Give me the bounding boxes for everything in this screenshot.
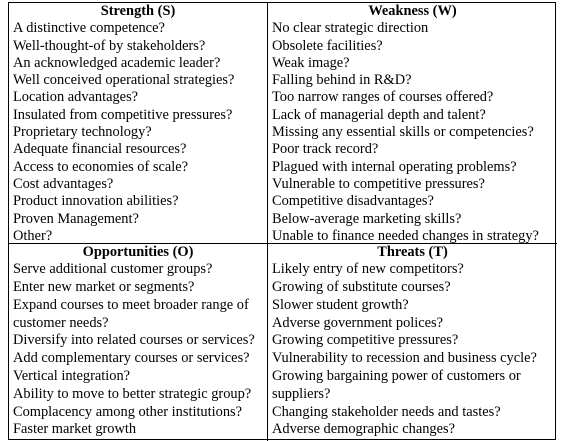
cell-item: Likely entry of new competitors?: [272, 261, 464, 278]
cell-title: Threats (T): [377, 244, 448, 260]
cell-item: Adequate financial resources?: [13, 141, 187, 158]
cell-item: Growing of substitute courses?: [272, 279, 451, 296]
table-cell: Strength (S) A distinctive competence? Wel…: [9, 3, 268, 244]
cell-item: Obsolete facilities?: [272, 37, 383, 54]
swot-table: Strength (S) A distinctive competence? Wel…: [8, 2, 557, 441]
cell-item: Add complementary courses or services?: [13, 350, 250, 367]
cell-item: Changing stakeholder needs and tastes?: [272, 403, 501, 420]
cell-item: Vulnerability to recession and business …: [272, 350, 537, 367]
cell-item: Adverse government polices?: [272, 314, 444, 331]
table-cell: Threats (T) Likely entry of new competito…: [268, 244, 557, 441]
cell-item: Serve additional customer groups?: [13, 261, 213, 278]
cell-item: Growing competitive pressures?: [272, 332, 459, 349]
cell-item: Enter new market or segments?: [13, 279, 195, 296]
cell-item: A distinctive competence?: [13, 20, 165, 37]
cell-item: An acknowledged academic leader?: [13, 54, 221, 71]
cell-item: Faster market growth: [13, 421, 137, 438]
cell-item: Proven Management?: [13, 210, 139, 227]
cell-item: Well conceived operational strategies?: [13, 72, 235, 89]
table-cell: Weakness (W) No clear strategic direction…: [268, 3, 557, 244]
table-cell: Opportunities (O) Serve additional custom…: [9, 244, 268, 441]
cell-item: Other?: [13, 227, 53, 244]
cell-item: Ability to move to better strategic grou…: [13, 385, 252, 402]
cell-item: Slower student growth?: [272, 296, 409, 313]
cell-title: Opportunities (O): [82, 244, 194, 260]
cell-item: Product innovation abilities?: [13, 193, 179, 210]
cell-item: Proprietary technology?: [13, 124, 152, 141]
cell-item: Unable to finance needed changes in stra…: [272, 227, 539, 244]
cell-item: Falling behind in R&D?: [272, 72, 412, 89]
cell-item: Diversify into related courses or servic…: [13, 332, 255, 349]
cell-title: Weakness (W): [368, 3, 457, 19]
cell-item: Vulnerable to competitive pressures?: [272, 175, 485, 192]
cell-title: Strength (S): [100, 3, 176, 19]
cell-item: Other?: [13, 439, 263, 441]
cell-item: Other?: [272, 439, 553, 441]
cell-item: Missing any essential skills or competen…: [272, 124, 534, 141]
cell-item: Adverse demographic changes?: [272, 421, 456, 438]
cell-item: Poor track record?: [272, 141, 379, 158]
cell-item: Weak image?: [272, 54, 350, 71]
cell-item: Well-thought-of by stakeholders?: [13, 37, 206, 54]
cell-item: No clear strategic direction: [272, 20, 429, 37]
cell-item: Vertical integration?: [13, 368, 131, 385]
cell-item: Competitive disadvantages?: [272, 193, 434, 210]
cell-item: Complacency among other institutions?: [13, 403, 243, 420]
cell-item: Location advantages?: [13, 89, 139, 106]
cell-item: Below-average marketing skills?: [272, 210, 462, 227]
cell-item: Expand courses to meet broader range of …: [13, 296, 249, 331]
cell-item: Access to economies of scale?: [13, 158, 189, 175]
cell-item: Plagued with internal operating problems…: [272, 158, 517, 175]
cell-item: Insulated from competitive pressures?: [13, 106, 233, 123]
cell-item: Cost advantages?: [13, 175, 114, 192]
cell-item: Too narrow ranges of courses offered?: [272, 89, 494, 106]
cell-item: Lack of managerial depth and talent?: [272, 106, 486, 123]
cell-item: Growing bargaining power of customers or…: [272, 368, 521, 402]
